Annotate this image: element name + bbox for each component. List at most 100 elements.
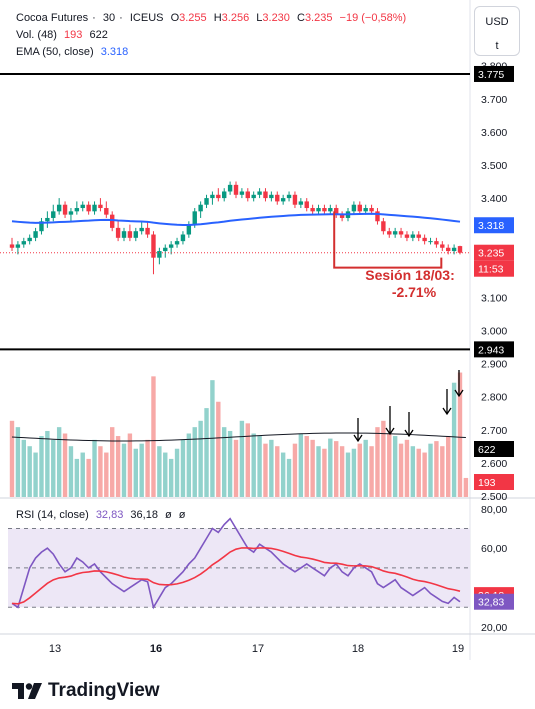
candle-body [56, 204, 62, 212]
volume-bar [15, 427, 21, 497]
volume-bar [127, 433, 133, 497]
unit-label: t [495, 40, 499, 52]
volume-bar [92, 439, 97, 497]
volume-bar [334, 441, 339, 497]
candle-body [251, 194, 256, 199]
candle-body [204, 198, 209, 205]
volume-bar [322, 448, 327, 497]
candle-body [198, 204, 203, 212]
volume-bar [398, 443, 404, 497]
volume-bar [222, 427, 227, 497]
volume-bar [275, 446, 280, 497]
volume-bar [45, 430, 50, 497]
candle-body [98, 204, 103, 209]
ohlc-high-label: H [213, 12, 222, 24]
candle-body [180, 234, 186, 242]
symbol-name: Cocoa Futures [16, 12, 89, 24]
volume-bar [410, 446, 416, 497]
candle-body [404, 234, 410, 238]
volume-bar [139, 443, 144, 497]
candle-body [21, 241, 26, 245]
volume-bar [39, 436, 44, 497]
candle-body [451, 247, 457, 252]
volume-arrow-head [385, 427, 395, 436]
candle-body [192, 211, 197, 225]
candle-body [62, 204, 68, 215]
volume-bar [9, 420, 15, 497]
volume-bar [363, 439, 368, 497]
volume-arrow-head [404, 429, 414, 438]
badge-line-top-bg [474, 65, 514, 82]
volume-bar [133, 448, 138, 497]
badge-countdown: 11:53 [478, 264, 504, 276]
volume-bar [404, 439, 410, 497]
badge-ema: 3.318 [478, 220, 504, 232]
badge-line-bottom: 2.943 [478, 344, 504, 356]
badge-volume-ma-bg [474, 441, 514, 457]
price-tick-label: 3.000 [481, 326, 507, 338]
volume-bar [387, 433, 392, 497]
rsi-ma-line [11, 547, 461, 605]
rsi-empty-2: ø [178, 509, 186, 521]
candle-body [186, 224, 192, 235]
candle-body [157, 251, 162, 258]
candle-body [39, 221, 44, 232]
candle-body [457, 246, 463, 253]
volume-bar [463, 477, 469, 497]
badge-ema-bg [474, 217, 514, 234]
volume-bar [180, 439, 186, 497]
candle-body [163, 247, 168, 252]
candle-body [398, 231, 404, 235]
candle-body [51, 211, 56, 218]
candle-body [33, 231, 38, 238]
ohlc-low-value: 3.230 [262, 12, 290, 24]
volume-bar [422, 452, 427, 497]
rsi-ma-value: 36,18 [130, 509, 158, 521]
volume-bar [457, 372, 463, 497]
candle-body [27, 237, 32, 242]
volume-bar [227, 430, 233, 497]
annotation-line-1: Sesión 18/03: [365, 267, 455, 283]
volume-bar [345, 452, 351, 497]
candle-body [151, 234, 156, 258]
candle-body [334, 208, 339, 215]
rsi-tick-label: 60,00 [481, 543, 507, 555]
candle-body [428, 241, 433, 243]
volume-bar [328, 438, 333, 497]
candle-body [222, 191, 227, 199]
candle-body [245, 191, 250, 199]
volume-bar [192, 427, 197, 497]
volume-arrow-head [353, 434, 363, 443]
price-tick-label: 2.600 [481, 458, 507, 470]
annotation-line-2: -2.71% [392, 284, 437, 300]
candle-body [110, 214, 115, 228]
candle-body [115, 227, 121, 238]
volume-ma-value: 622 [89, 29, 108, 41]
tradingview-logo[interactable]: TradingView [12, 680, 160, 702]
volume-bar [392, 436, 398, 497]
volume-bar [286, 458, 292, 497]
candle-body [216, 194, 221, 199]
candle-body [363, 208, 368, 212]
volume-bar [280, 452, 286, 497]
candle-body [310, 208, 315, 212]
volume-bar [440, 446, 445, 497]
currency-unit-button[interactable]: USD t [474, 6, 520, 56]
candle-body [269, 194, 274, 199]
volume-bar [298, 433, 304, 497]
ohlc-open-label: O [170, 12, 180, 24]
candle-body [133, 231, 138, 238]
volume-bar [62, 433, 68, 497]
symbol-legend: Cocoa Futures · 30 · ICEUS O3.255 H3.256 L… [16, 12, 407, 24]
volume-bar [316, 446, 321, 497]
volume-bar [263, 443, 268, 497]
volume-bar [239, 420, 245, 497]
volume-bar [33, 452, 38, 497]
candle-body [434, 241, 439, 245]
candle-body [351, 204, 357, 212]
ema-value: 3.318 [100, 46, 129, 58]
volume-bar [251, 433, 256, 497]
candle-body [446, 247, 451, 252]
candle-body [292, 194, 298, 205]
